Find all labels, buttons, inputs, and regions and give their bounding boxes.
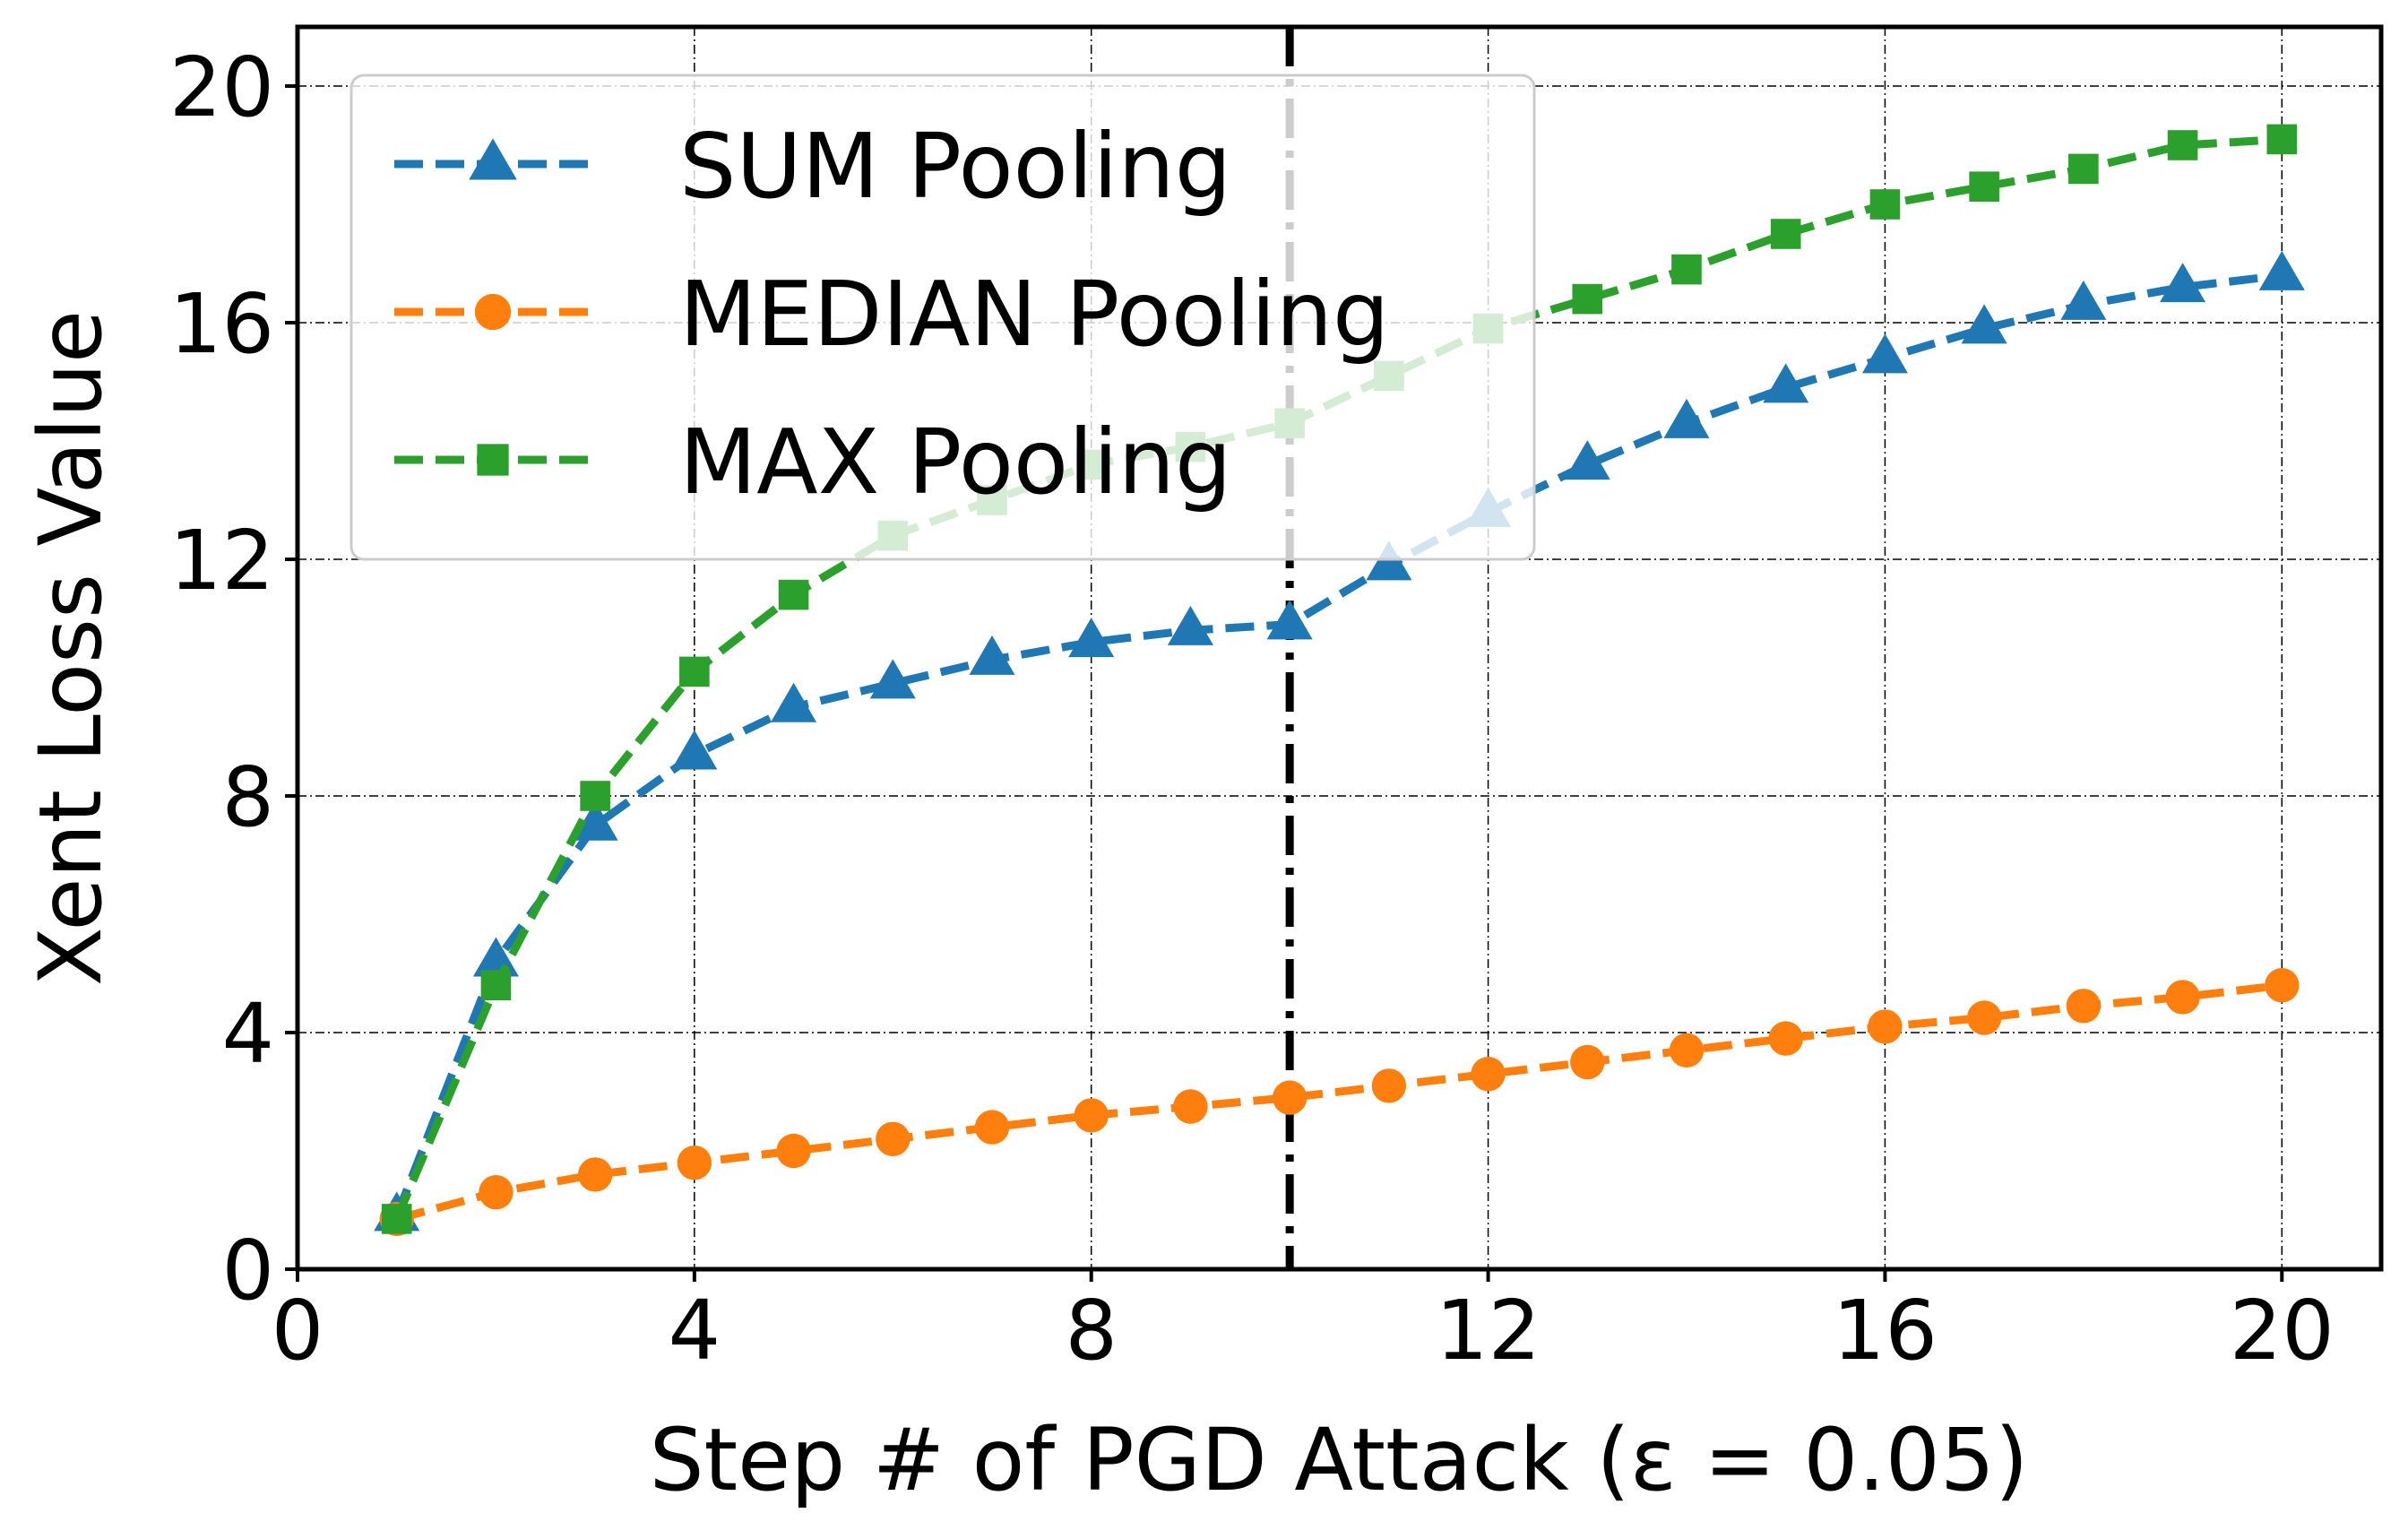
y-tick-label: 20	[169, 39, 274, 135]
y-tick-label: 0	[221, 1223, 274, 1319]
data-point	[671, 730, 718, 770]
data-point	[1570, 1044, 1605, 1080]
data-point	[577, 1157, 613, 1192]
axes: 0 4 8 12 16 20 0 4 8 12 16 20	[169, 39, 2335, 1379]
y-axis-title: Xent Loss Value	[21, 310, 121, 986]
data-point	[778, 579, 809, 610]
data-point	[2160, 263, 2206, 303]
data-point	[1768, 1021, 1803, 1056]
data-point	[2066, 989, 2102, 1024]
data-point	[2167, 130, 2198, 160]
y-tick-label: 4	[221, 986, 274, 1082]
data-point	[969, 635, 1015, 675]
data-point	[1272, 1080, 1308, 1115]
data-point	[381, 1204, 412, 1234]
x-tick-label: 0	[272, 1283, 324, 1379]
data-point	[1471, 1057, 1506, 1092]
legend: SUM Pooling MEDIAN Pooling MAX Pooling	[350, 73, 1536, 561]
data-point	[1266, 600, 1313, 640]
plot-frame	[295, 24, 2384, 1272]
data-point	[1663, 398, 1710, 438]
legend-entry: MAX Pooling	[394, 410, 1232, 514]
legend-box	[350, 73, 1536, 561]
data-point	[1068, 618, 1115, 658]
data-point	[580, 781, 610, 811]
y-tick-label: 16	[169, 276, 274, 372]
data-point	[1671, 254, 1702, 285]
data-point	[1167, 605, 1213, 645]
data-point	[679, 656, 710, 687]
data-point	[1763, 363, 1809, 403]
data-point	[1572, 283, 1603, 315]
data-point	[479, 1175, 514, 1210]
y-tick-label: 8	[221, 749, 274, 845]
x-tick-label: 8	[1065, 1283, 1118, 1379]
data-point	[2266, 124, 2298, 155]
legend-marker	[474, 293, 512, 331]
data-point	[876, 1121, 911, 1157]
legend-label: MEDIAN Pooling	[679, 262, 1389, 367]
x-axis-title: Step # of PGD Attack (ε = 0.05)	[650, 1410, 2029, 1510]
data-point	[1371, 1068, 1407, 1103]
series-median	[379, 968, 2300, 1237]
x-tick-label: 12	[1436, 1283, 1541, 1379]
legend-marker	[477, 444, 509, 476]
data-point	[1173, 1089, 1208, 1124]
data-point	[1074, 1098, 1109, 1133]
data-point	[1966, 1000, 2002, 1035]
series-sum	[374, 250, 2305, 1232]
data-point	[677, 1146, 712, 1180]
data-point	[572, 800, 618, 841]
data-point	[1961, 304, 2007, 344]
data-point	[2165, 980, 2200, 1015]
x-tick-label: 16	[1833, 1283, 1938, 1379]
legend-label: SUM Pooling	[679, 114, 1231, 219]
x-tick-label: 4	[669, 1283, 721, 1379]
data-point	[974, 1110, 1010, 1145]
legend-entry: SUM Pooling	[394, 114, 1231, 219]
x-tick-label: 20	[2230, 1283, 2335, 1379]
data-point	[1969, 171, 1999, 202]
data-point	[1669, 1033, 1705, 1068]
data-point	[1564, 440, 1610, 480]
data-point	[1770, 219, 1801, 249]
data-point	[776, 1133, 811, 1169]
data-point	[2265, 968, 2300, 1003]
data-point	[2068, 153, 2099, 185]
data-point	[2060, 280, 2107, 320]
legend-entry: MEDIAN Pooling	[394, 262, 1389, 367]
legend-marker	[469, 138, 517, 180]
data-point	[1868, 1009, 1903, 1044]
y-tick-label: 12	[169, 513, 274, 609]
data-point	[869, 659, 916, 699]
data-point	[480, 970, 512, 1000]
data-point	[1869, 189, 1901, 220]
data-point	[771, 682, 817, 722]
data-point	[2258, 250, 2305, 290]
data-point	[1861, 333, 1908, 374]
legend-label: MAX Pooling	[679, 410, 1232, 514]
